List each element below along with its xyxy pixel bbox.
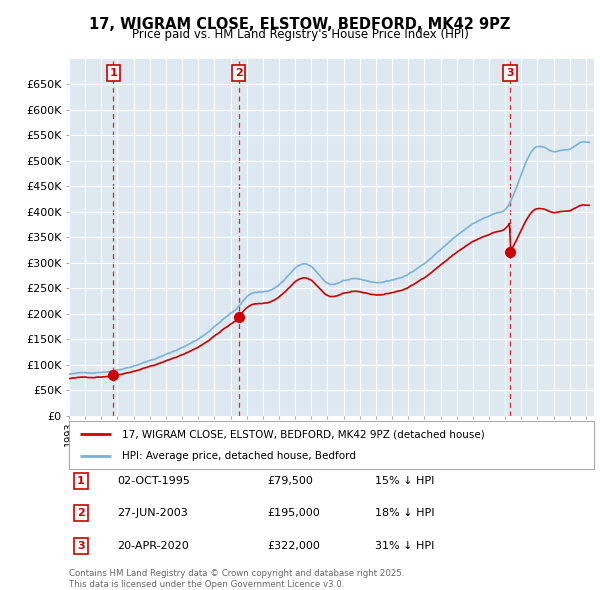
Text: 3: 3 [77, 541, 85, 550]
Text: Price paid vs. HM Land Registry's House Price Index (HPI): Price paid vs. HM Land Registry's House … [131, 28, 469, 41]
Text: £195,000: £195,000 [267, 509, 320, 518]
Text: Contains HM Land Registry data © Crown copyright and database right 2025.
This d: Contains HM Land Registry data © Crown c… [69, 569, 404, 589]
Text: HPI: Average price, detached house, Bedford: HPI: Average price, detached house, Bedf… [121, 451, 355, 461]
Text: £322,000: £322,000 [267, 541, 320, 550]
Text: 27-JUN-2003: 27-JUN-2003 [117, 509, 188, 518]
Text: 02-OCT-1995: 02-OCT-1995 [117, 476, 190, 486]
Text: £79,500: £79,500 [267, 476, 313, 486]
Text: 31% ↓ HPI: 31% ↓ HPI [375, 541, 434, 550]
Text: 20-APR-2020: 20-APR-2020 [117, 541, 189, 550]
Text: 17, WIGRAM CLOSE, ELSTOW, BEDFORD, MK42 9PZ: 17, WIGRAM CLOSE, ELSTOW, BEDFORD, MK42 … [89, 17, 511, 31]
Text: 18% ↓ HPI: 18% ↓ HPI [375, 509, 434, 518]
Text: 2: 2 [77, 509, 85, 518]
Text: 15% ↓ HPI: 15% ↓ HPI [375, 476, 434, 486]
Text: 3: 3 [506, 68, 514, 78]
Text: 17, WIGRAM CLOSE, ELSTOW, BEDFORD, MK42 9PZ (detached house): 17, WIGRAM CLOSE, ELSTOW, BEDFORD, MK42 … [121, 429, 484, 439]
Text: 1: 1 [77, 476, 85, 486]
Text: 2: 2 [235, 68, 242, 78]
Text: 1: 1 [110, 68, 117, 78]
